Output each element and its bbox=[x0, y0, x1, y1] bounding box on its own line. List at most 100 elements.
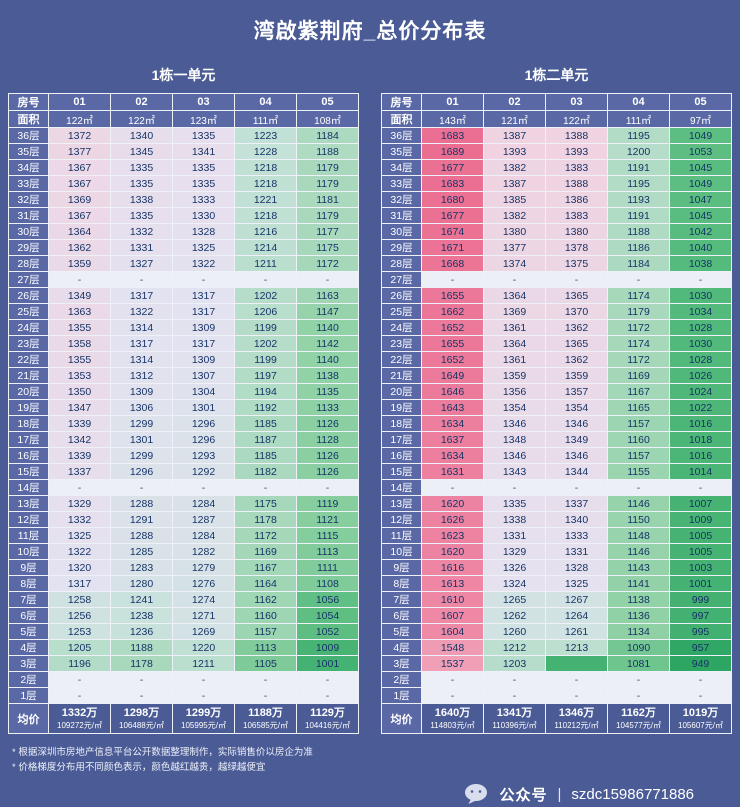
average-cell: 1299万 105995元/㎡ bbox=[172, 703, 235, 734]
price-cell: 1200 bbox=[607, 143, 670, 160]
price-cell: 1018 bbox=[669, 431, 732, 448]
floor-label: 33层 bbox=[381, 175, 422, 192]
price-cell: 1537 bbox=[421, 655, 484, 672]
price-cell: 1296 bbox=[172, 415, 235, 432]
price-cell: 1683 bbox=[421, 127, 484, 144]
page-title: 湾啟紫荆府_总价分布表 bbox=[253, 20, 487, 43]
price-table-unit-2: 房号 01 02 03 04 05 面积 143㎡ 121㎡ 122㎡ 111㎡ 97㎡ 36层 1683… bbox=[381, 93, 732, 734]
floor-row: 7层 1258 1241 1274 1162 1056 bbox=[8, 591, 359, 608]
price-cell: 1216 bbox=[234, 223, 297, 240]
floor-row: 18层 1634 1346 1346 1157 1016 bbox=[381, 415, 732, 432]
floor-row: 20层 1646 1356 1357 1167 1024 bbox=[381, 383, 732, 400]
floor-row: 35层 1377 1345 1341 1228 1188 bbox=[8, 143, 359, 160]
price-cell: 1167 bbox=[607, 383, 670, 400]
average-row: 均价 1332万 109272元/㎡ 1298万 106488元/㎡ 1299万 10599… bbox=[8, 703, 359, 734]
price-cell: 1003 bbox=[669, 559, 732, 576]
floor-row: 25层 1363 1322 1317 1206 1147 bbox=[8, 303, 359, 320]
floor-row: 14层 - - - - - bbox=[381, 479, 732, 496]
price-cell: 1140 bbox=[296, 319, 359, 336]
floor-row: 17层 1637 1348 1349 1160 1018 bbox=[381, 431, 732, 448]
price-cell: 1136 bbox=[607, 607, 670, 624]
price-cell: 1388 bbox=[545, 175, 608, 192]
floor-label: 21层 bbox=[381, 367, 422, 384]
area-corner-label: 面积 bbox=[8, 110, 49, 128]
price-cell: 1241 bbox=[110, 591, 173, 608]
floor-label: 25层 bbox=[381, 303, 422, 320]
price-cell: 1367 bbox=[48, 159, 111, 176]
footer-separator: | bbox=[557, 785, 562, 803]
floor-row: 28层 1668 1374 1375 1184 1038 bbox=[381, 255, 732, 272]
price-cell: 1191 bbox=[607, 159, 670, 176]
price-cell: - bbox=[296, 479, 359, 496]
price-cell: 1188 bbox=[607, 223, 670, 240]
price-cell: 1333 bbox=[172, 191, 235, 208]
price-cell: 1359 bbox=[48, 255, 111, 272]
price-cell: 1314 bbox=[110, 319, 173, 336]
price-cell: 1668 bbox=[421, 255, 484, 272]
price-cell: 1309 bbox=[172, 319, 235, 336]
floor-row: 10层 1620 1329 1331 1146 1005 bbox=[381, 543, 732, 560]
floor-label: 19层 bbox=[381, 399, 422, 416]
floor-row: 14层 - - - - - bbox=[8, 479, 359, 496]
price-cell: 1271 bbox=[172, 607, 235, 624]
price-cell: 1264 bbox=[545, 607, 608, 624]
price-cell: - bbox=[607, 671, 670, 688]
price-cell: 1193 bbox=[607, 191, 670, 208]
price-cell: 1620 bbox=[421, 543, 484, 560]
average-cell: 1129万 104416元/㎡ bbox=[296, 703, 359, 734]
price-cell: 1325 bbox=[48, 527, 111, 544]
floor-label: 15层 bbox=[8, 463, 49, 480]
price-cell: 1220 bbox=[172, 639, 235, 656]
floor-label: 13层 bbox=[8, 495, 49, 512]
price-cell: 1304 bbox=[172, 383, 235, 400]
floor-row: 1层 - - - - - bbox=[381, 687, 732, 704]
average-total-price: 1298万 bbox=[123, 706, 160, 719]
average-unit-price: 104416元/㎡ bbox=[305, 720, 350, 730]
price-cell: 1378 bbox=[545, 239, 608, 256]
price-cell: 1357 bbox=[545, 383, 608, 400]
price-cell: 1301 bbox=[172, 399, 235, 416]
price-cell: 1652 bbox=[421, 319, 484, 336]
price-cell: 1267 bbox=[545, 591, 608, 608]
price-cell: 1331 bbox=[110, 239, 173, 256]
price-cell: 1164 bbox=[234, 575, 297, 592]
price-cell: 1194 bbox=[234, 383, 297, 400]
average-unit-price: 106585元/㎡ bbox=[243, 720, 288, 730]
price-cell: 1005 bbox=[669, 543, 732, 560]
floor-label: 32层 bbox=[381, 191, 422, 208]
price-cell: 1288 bbox=[110, 495, 173, 512]
price-cell: 1169 bbox=[234, 543, 297, 560]
price-cell: 1610 bbox=[421, 591, 484, 608]
price-cell: 1163 bbox=[296, 287, 359, 304]
area-cell: 121㎡ bbox=[483, 110, 546, 128]
price-cell: 1616 bbox=[421, 559, 484, 576]
price-cell: 1353 bbox=[48, 367, 111, 384]
footnotes: * 根据深圳市房地产信息平台公开数据整理制作，实际销售价以房企为准 * 价格梯度… bbox=[0, 734, 740, 775]
price-cell: 1028 bbox=[669, 351, 732, 368]
price-cell: 1016 bbox=[669, 415, 732, 432]
price-cell: - bbox=[545, 687, 608, 704]
price-cell: - bbox=[669, 671, 732, 688]
price-cell: 1221 bbox=[234, 191, 297, 208]
price-cell: 1359 bbox=[483, 367, 546, 384]
price-cell: 1186 bbox=[607, 239, 670, 256]
price-cell: 1320 bbox=[48, 559, 111, 576]
price-cell: 1307 bbox=[172, 367, 235, 384]
average-total-price: 1341万 bbox=[496, 706, 533, 719]
price-cell: 1188 bbox=[110, 639, 173, 656]
price-cell: 1331 bbox=[483, 527, 546, 544]
price-cell: 1223 bbox=[234, 127, 297, 144]
price-cell: - bbox=[110, 671, 173, 688]
price-cell: 1169 bbox=[607, 367, 670, 384]
price-cell: 1333 bbox=[545, 527, 608, 544]
area-cell: 122㎡ bbox=[48, 110, 111, 128]
price-cell: 1337 bbox=[545, 495, 608, 512]
floor-row: 6层 1256 1238 1271 1160 1054 bbox=[8, 607, 359, 624]
price-cell: 1269 bbox=[172, 623, 235, 640]
floor-row: 13层 1329 1288 1284 1175 1119 bbox=[8, 495, 359, 512]
price-cell: 1380 bbox=[483, 223, 546, 240]
price-cell: 1338 bbox=[110, 191, 173, 208]
floor-row: 18层 1339 1299 1296 1185 1126 bbox=[8, 415, 359, 432]
price-cell: 1317 bbox=[110, 335, 173, 352]
